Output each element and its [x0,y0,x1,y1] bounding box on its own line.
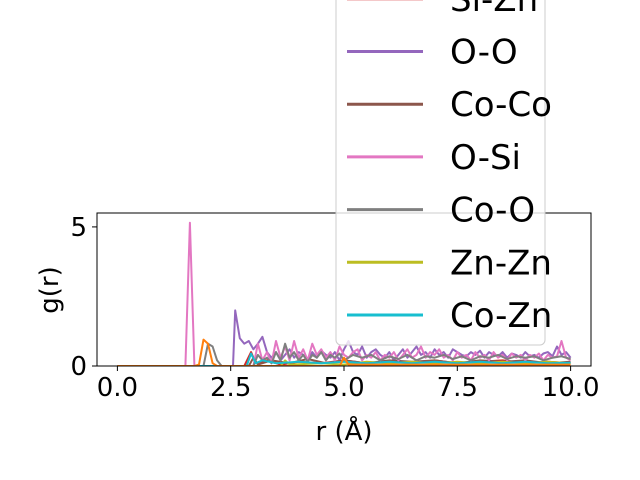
y-tick-label: 0 [70,352,87,382]
y-axis: 05 [70,213,97,382]
y-axis-label: g(r) [35,266,65,313]
plot-series [117,221,572,366]
legend-label: O-Si [450,138,521,178]
x-axis-label: r (Å) [315,415,372,447]
series-line-co-o [117,342,571,366]
legend-box [335,0,546,346]
x-tick-label: 10.0 [542,373,600,403]
series-line-unlabeled-7 [117,338,571,366]
legend: Si-Zn O-O Co-Co O-Si Co-O Zn-Zn Co-Zn [335,0,552,346]
legend-label: Si-Zn [450,0,538,20]
y-tick-label: 5 [70,213,87,243]
legend-label: Co-O [450,191,535,231]
x-axis: 0.0 2.5 5.0 7.5 10.0 [97,366,600,403]
x-tick-label: 5.0 [323,373,364,403]
x-tick-label: 2.5 [210,373,251,403]
series-line-co-zn [117,352,571,366]
x-tick-label: 7.5 [437,373,478,403]
legend-label: Co-Zn [450,296,552,336]
legend-label: Zn-Zn [450,243,552,283]
legend-label: O-O [450,33,518,73]
legend-label: Co-Co [450,85,552,125]
x-tick-label: 0.0 [97,373,138,403]
